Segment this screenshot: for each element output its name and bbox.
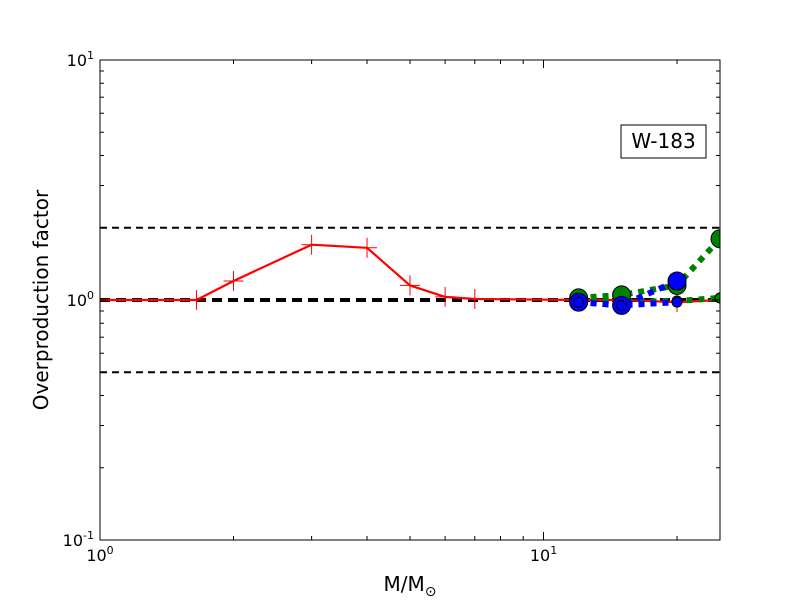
series-1-point [710, 229, 720, 249]
series-3-point [667, 271, 687, 291]
annotation-box: W-183 [620, 124, 707, 159]
x-axis-label: M/M⊙ [384, 572, 437, 600]
series-2-line [578, 294, 720, 306]
y-tick-label: 101 [67, 49, 94, 70]
axis-ticks [99, 59, 720, 541]
x-tick-label: 100 [86, 544, 113, 565]
y-tick-label: 100 [67, 289, 94, 310]
series-4-point [616, 299, 628, 311]
series-4-line [578, 299, 678, 309]
y-axis-label: Overproduction factor [29, 189, 53, 410]
series-4-point [573, 296, 585, 308]
series-4-point [671, 296, 683, 308]
annotation-label: W-183 [631, 129, 695, 153]
series-layer [100, 229, 720, 315]
x-tick-label: 101 [530, 544, 557, 565]
series-4 [573, 296, 683, 311]
